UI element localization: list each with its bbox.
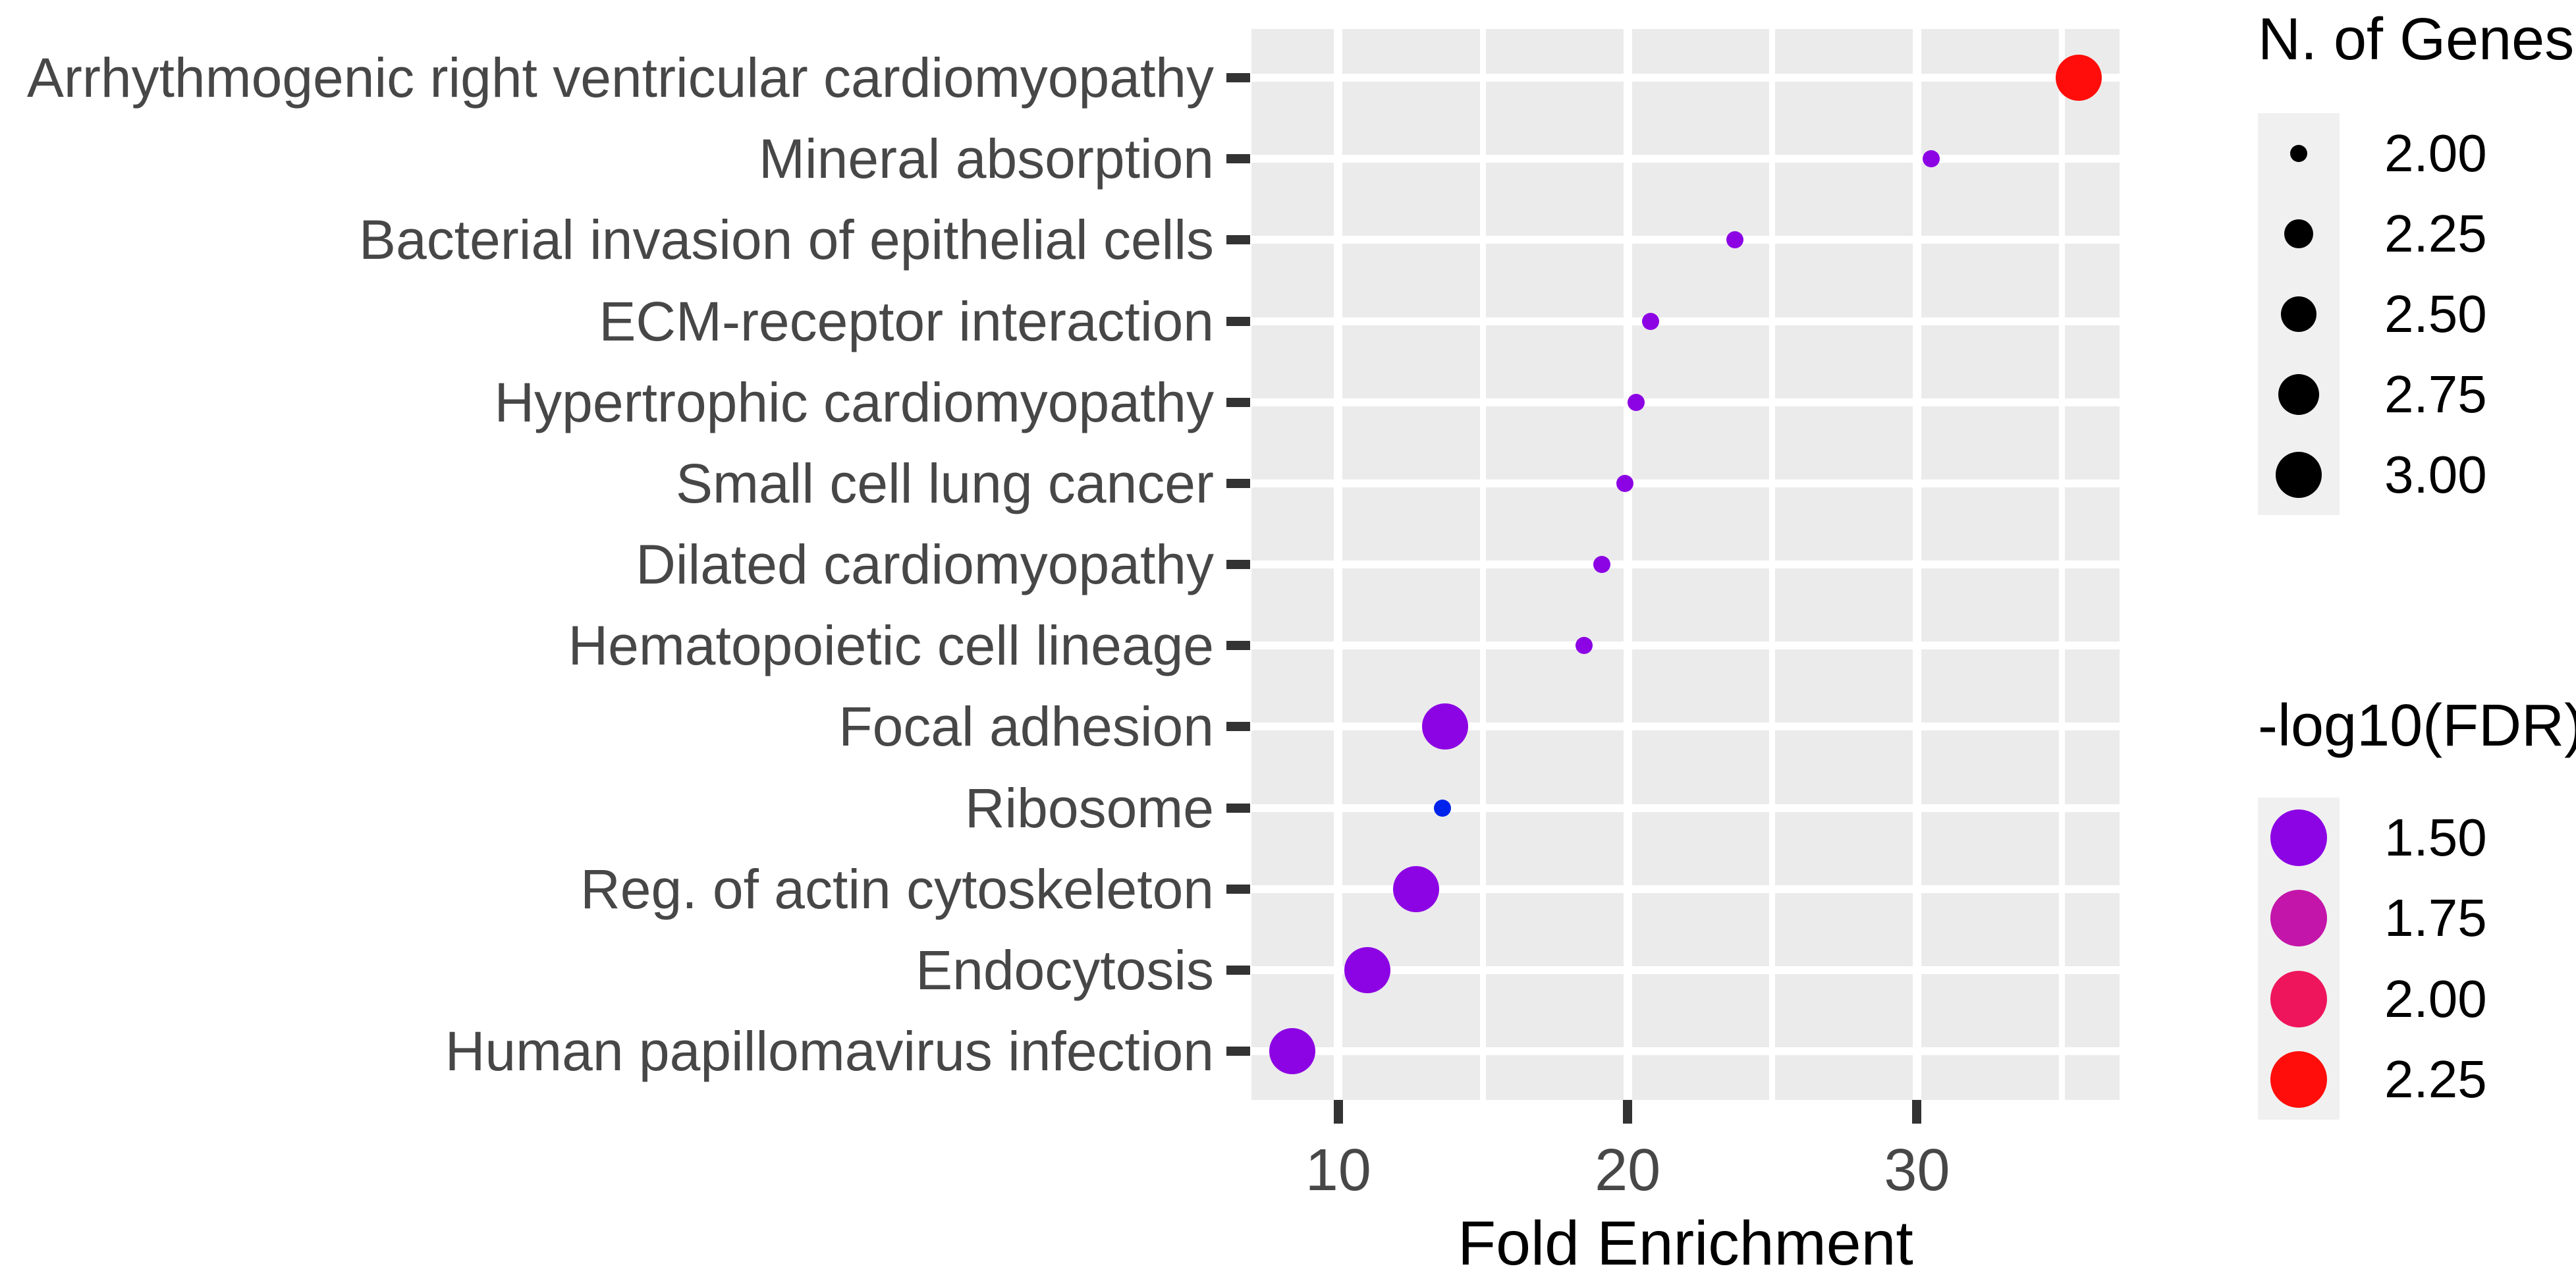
y-tick-human-papillomavirus-infection [1226,1047,1250,1056]
y-axis-label-endocytosis: Endocytosis [916,939,1214,1001]
legend-color-key-dot-1.50 [2270,809,2327,866]
y-axis-label-reg-of-actin-cytoskeleton: Reg. of actin cytoskeleton [580,858,1214,920]
y-axis-label-focal-adhesion: Focal adhesion [838,696,1214,758]
y-tick-ribosome [1226,803,1250,813]
x-tick-10 [1333,1100,1343,1124]
y-tick-focal-adhesion [1226,722,1250,732]
gridline-y-mineral-absorption [1251,155,2120,163]
y-axis-label-hematopoietic-cell-lineage: Hematopoietic cell lineage [568,614,1214,677]
legend-color-label-1.75: 1.75 [2384,888,2487,948]
y-tick-mineral-absorption [1226,154,1250,164]
gridline-y-human-papillomavirus-infection [1251,1047,2120,1055]
data-point-reg-of-actin-cytoskeleton [1393,865,1440,912]
gridline-y-ecm-receptor-interaction [1251,317,2120,325]
data-point-endocytosis [1344,946,1390,993]
data-point-small-cell-lung-cancer [1616,474,1633,492]
y-axis-label-human-papillomavirus-infection: Human papillomavirus infection [445,1020,1214,1082]
legend-size-key-dot-2.50 [2281,296,2316,332]
data-point-human-papillomavirus-infection [1269,1028,1315,1074]
data-point-mineral-absorption [1923,150,1940,168]
y-tick-hematopoietic-cell-lineage [1226,641,1250,651]
legend-size-title: N. of Genes [2258,7,2575,72]
x-axis-title: Fold Enrichment [1458,1209,1913,1278]
legend-color-title: -log10(FDR) [2258,693,2576,759]
y-tick-dilated-cardiomyopathy [1226,560,1250,569]
gridline-y-reg-of-actin-cytoskeleton [1251,885,2120,893]
gridline-y-dilated-cardiomyopathy [1251,560,2120,568]
x-tick-label-20: 20 [1595,1137,1661,1203]
legend-size-label-2.75: 2.75 [2384,365,2487,423]
legend-size-label-2.00: 2.00 [2384,124,2487,182]
legend-size-key-dot-2.00 [2290,145,2307,162]
gridline-y-focal-adhesion [1251,723,2120,731]
y-tick-arrhythmogenic-right-ventricular-cardiomyopathy [1226,73,1250,82]
data-point-hypertrophic-cardiomyopathy [1628,393,1645,411]
gridline-y-hematopoietic-cell-lineage [1251,642,2120,650]
y-axis-label-bacterial-invasion-of-epithelial-cells: Bacterial invasion of epithelial cells [358,209,1214,271]
legend-size-label-2.25: 2.25 [2384,204,2487,263]
y-tick-small-cell-lung-cancer [1226,478,1250,488]
legend-color-label-2.00: 2.00 [2384,969,2487,1028]
x-tick-20 [1623,1100,1633,1124]
y-axis-label-hypertrophic-cardiomyopathy: Hypertrophic cardiomyopathy [494,371,1215,433]
legend-size-key-dot-2.25 [2284,219,2313,248]
data-point-ecm-receptor-interaction [1642,312,1660,330]
gridline-y-arrhythmogenic-right-ventricular-cardiomyopathy [1251,74,2120,82]
data-point-focal-adhesion [1422,703,1469,750]
y-axis-label-mineral-absorption: Mineral absorption [758,128,1214,190]
y-tick-bacterial-invasion-of-epithelial-cells [1226,235,1250,245]
y-tick-ecm-receptor-interaction [1226,316,1250,326]
y-axis-label-ecm-receptor-interaction: ECM-receptor interaction [599,290,1214,352]
y-axis-label-dilated-cardiomyopathy: Dilated cardiomyopathy [636,533,1214,595]
y-axis-label-arrhythmogenic-right-ventricular-cardiomyopathy: Arrhythmogenic right ventricular cardiom… [26,47,1214,109]
data-point-ribosome [1433,799,1451,817]
gridline-y-ribosome [1251,804,2120,812]
legend-color-label-2.25: 2.25 [2384,1049,2487,1108]
legend-size-label-3.00: 3.00 [2384,445,2487,504]
gridline-y-hypertrophic-cardiomyopathy [1251,398,2120,406]
gridline-y-bacterial-invasion-of-epithelial-cells [1251,236,2120,244]
legend-size-key-dot-3.00 [2276,452,2322,498]
y-tick-endocytosis [1226,965,1250,975]
gridline-y-small-cell-lung-cancer [1251,479,2120,487]
gridline-y-endocytosis [1251,966,2120,974]
legend-color-label-1.50: 1.50 [2384,808,2487,867]
x-tick-label-10: 10 [1305,1137,1371,1203]
x-tick-label-30: 30 [1884,1137,1950,1203]
legend-size-key-dot-2.75 [2278,374,2319,415]
y-tick-reg-of-actin-cytoskeleton [1226,884,1250,894]
y-axis-label-ribosome: Ribosome [964,777,1214,839]
legend-color-key-dot-1.75 [2270,890,2327,947]
legend-color-key-dot-2.00 [2270,970,2327,1027]
legend-color-key-dot-2.25 [2270,1051,2327,1108]
data-point-hematopoietic-cell-lineage [1576,637,1593,655]
x-tick-30 [1912,1100,1922,1124]
plot-panel [1251,29,2120,1100]
data-point-dilated-cardiomyopathy [1593,556,1610,573]
data-point-bacterial-invasion-of-epithelial-cells [1726,231,1743,249]
y-tick-hypertrophic-cardiomyopathy [1226,397,1250,407]
legend-size-label-2.50: 2.50 [2384,285,2487,343]
data-point-arrhythmogenic-right-ventricular-cardiomyopathy [2056,55,2102,101]
y-axis-label-small-cell-lung-cancer: Small cell lung cancer [675,452,1214,514]
